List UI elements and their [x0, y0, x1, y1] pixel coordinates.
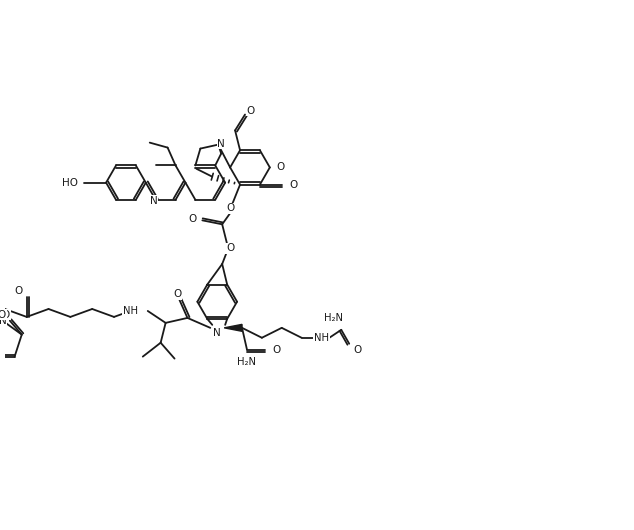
Text: O: O [0, 310, 6, 320]
Text: O: O [174, 289, 182, 299]
Text: O: O [15, 286, 23, 296]
Text: H₂N: H₂N [324, 313, 343, 323]
Text: H₂N: H₂N [238, 357, 257, 367]
Text: N: N [217, 139, 225, 148]
Polygon shape [224, 324, 242, 331]
Text: O: O [277, 162, 285, 172]
Text: O: O [247, 105, 255, 116]
Text: N: N [0, 316, 7, 326]
Text: NH: NH [123, 306, 138, 316]
Text: O: O [226, 204, 234, 214]
Text: O: O [2, 310, 10, 320]
Text: O: O [226, 243, 234, 253]
Text: N: N [214, 328, 221, 338]
Text: NH: NH [314, 333, 329, 343]
Text: N: N [150, 196, 158, 206]
Text: HO: HO [62, 178, 78, 188]
Text: O: O [273, 344, 281, 355]
Text: O: O [353, 344, 361, 355]
Text: O: O [188, 214, 197, 224]
Text: O: O [290, 180, 298, 190]
